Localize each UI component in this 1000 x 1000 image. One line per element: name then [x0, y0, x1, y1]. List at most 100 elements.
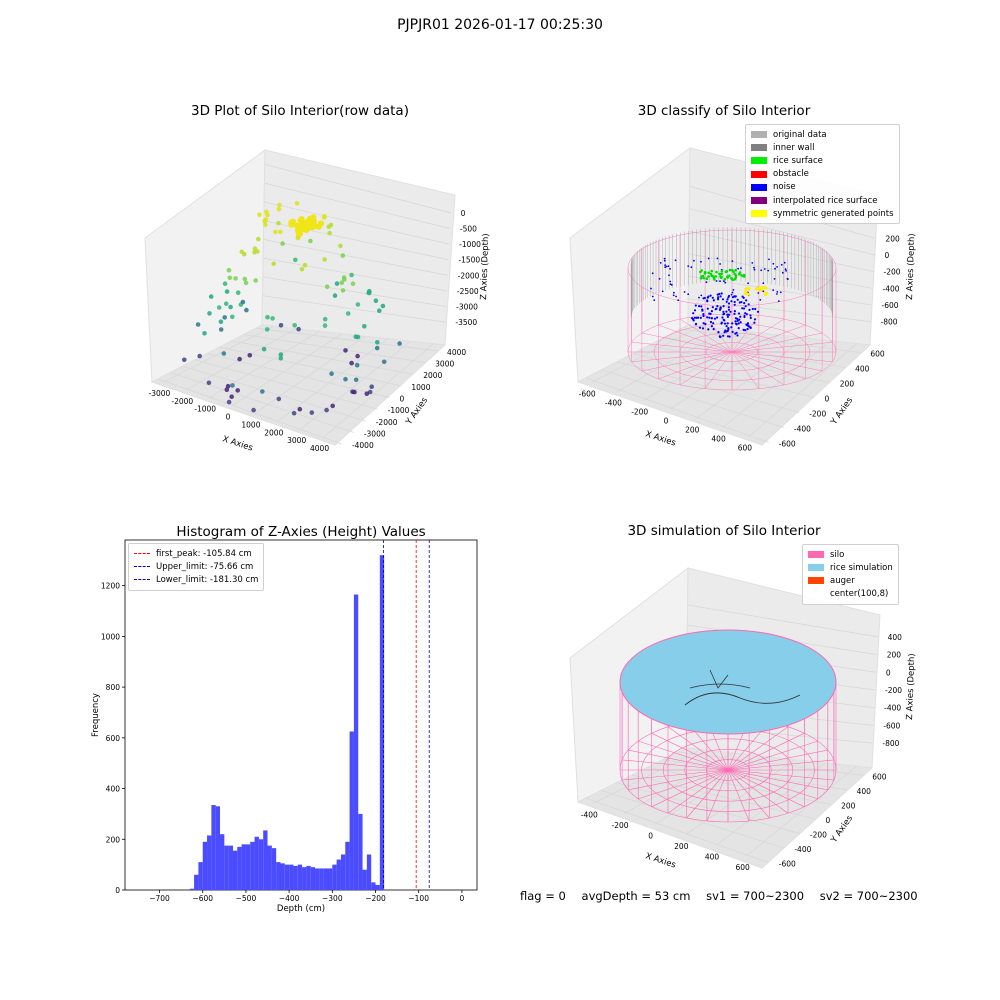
noise-point [731, 330, 734, 333]
symmetric-point [747, 293, 751, 296]
raw-point [294, 227, 301, 234]
histogram-bar [284, 864, 290, 890]
raw-point [374, 345, 380, 351]
histogram-bar [358, 813, 363, 890]
histogram-bar [379, 555, 385, 890]
raw-point [367, 389, 373, 395]
legend-label: original data [773, 129, 827, 140]
p1-grid-line [243, 334, 426, 363]
noise-point [715, 280, 718, 282]
rice-surface-point [742, 273, 746, 277]
noise-point [722, 305, 725, 308]
noise-point [731, 260, 734, 262]
raw-point [239, 249, 245, 255]
noise-point [659, 262, 662, 264]
raw-point [240, 299, 246, 305]
legend-item: obstacle [751, 168, 894, 181]
histogram-bar [211, 805, 216, 890]
noise-point [693, 316, 696, 319]
legend-item: noise [751, 181, 894, 194]
p2-grid-line [689, 208, 875, 256]
p4-ztick: -200 [885, 686, 902, 695]
legend-label: obstacle [773, 169, 809, 180]
legend-swatch [751, 144, 767, 152]
histogram-bar [207, 835, 212, 890]
rice-surface-point [734, 276, 738, 279]
p1-ztick: -3500 [455, 318, 477, 327]
noise-point [737, 267, 739, 270]
raw-point [354, 362, 360, 368]
noise-point [725, 300, 728, 303]
noise-point [722, 313, 725, 316]
noise-point [772, 289, 775, 291]
histogram-bar [237, 846, 242, 890]
noise-point [756, 310, 760, 313]
noise-point [739, 315, 742, 318]
histogram-ytick: 1000 [101, 632, 120, 641]
noise-point [733, 310, 736, 313]
raw-point [369, 384, 375, 390]
histogram-ytick: 400 [106, 785, 121, 794]
silo-wireframe [658, 351, 733, 380]
silo-wireframe [638, 740, 729, 771]
noise-point [700, 305, 703, 308]
histogram-title: Histogram of Z-Axies (Height) Values [176, 524, 425, 540]
noise-point [663, 257, 666, 260]
raw-point [278, 323, 284, 328]
noise-point [723, 280, 725, 282]
rice-surface-point [734, 268, 737, 272]
noise-point [776, 266, 778, 268]
p2-xtick: -400 [605, 399, 622, 408]
p1-ytick: -1000 [388, 406, 410, 415]
histogram-legend-item: first_peak: -105.84 cm [134, 547, 258, 560]
raw-point [273, 229, 278, 235]
rice-surface-point [703, 272, 707, 275]
p2-grid-line [617, 328, 728, 392]
noise-point [713, 317, 717, 320]
noise-point [723, 331, 726, 334]
raw-point [327, 230, 333, 236]
raw-point [353, 377, 359, 383]
p2-grid-line [664, 336, 846, 368]
noise-point [763, 268, 766, 270]
noise-point [670, 284, 673, 286]
raw-point [276, 206, 282, 212]
histogram-bar [202, 841, 208, 890]
raw-point [297, 406, 303, 412]
noise-point [762, 282, 765, 285]
histogram-ytick: 800 [106, 683, 121, 692]
noise-point [710, 325, 713, 328]
noise-point [714, 308, 717, 311]
raw-point [197, 353, 202, 359]
p2-ytick: 200 [840, 380, 855, 389]
histogram-bar [241, 844, 246, 890]
p2-grid-line [632, 353, 815, 398]
noise-point [651, 295, 654, 298]
noise-point [779, 291, 782, 294]
p4-xtick: -400 [581, 810, 598, 819]
histogram-bar [302, 867, 307, 890]
raw-point [235, 290, 241, 296]
noise-point [683, 291, 686, 293]
legend-item: center(100,8) [808, 588, 893, 601]
p4-xtick: 0 [648, 831, 653, 840]
p1-grid-line [206, 353, 390, 398]
raw-point [322, 257, 327, 262]
rice-surface-point [720, 272, 723, 276]
noise-point [735, 322, 738, 325]
noise-point [709, 320, 713, 324]
noise-point [698, 296, 700, 299]
noise-point [733, 300, 736, 304]
raw-point [294, 222, 301, 229]
histogram-xtick: −500 [236, 894, 257, 903]
noise-point [653, 299, 656, 301]
silo-wireframe [731, 332, 823, 353]
p2-grid-line [722, 340, 832, 428]
silo-wireframe [727, 769, 828, 791]
histogram-ylabel: Frequency [91, 693, 101, 737]
raw-point [308, 238, 313, 244]
raw-point [226, 267, 232, 273]
noise-point [726, 322, 729, 325]
silo-wireframe [628, 769, 729, 791]
